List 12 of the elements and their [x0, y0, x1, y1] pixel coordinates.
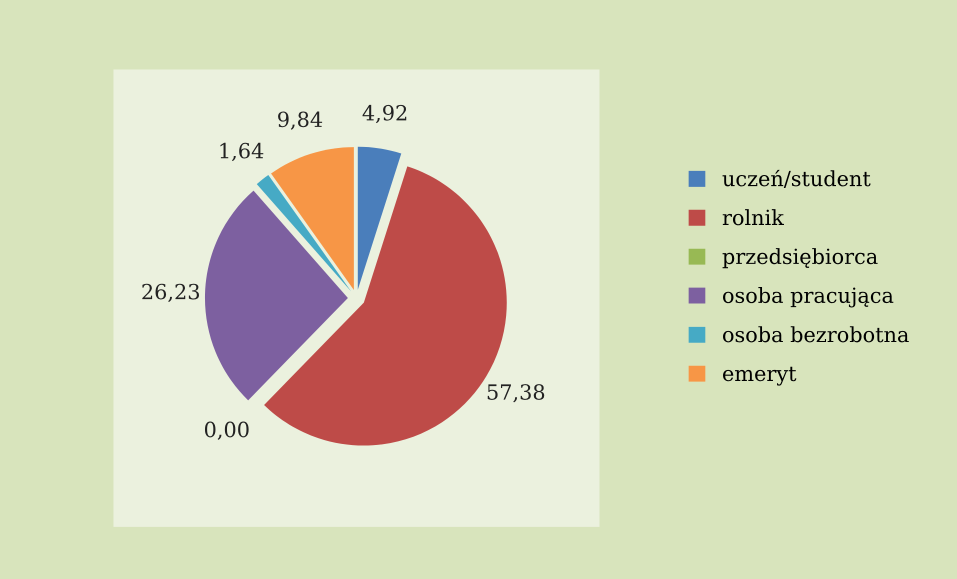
legend-label: osoba pracująca — [723, 287, 894, 308]
legend-label: przedsiębiorca — [722, 248, 878, 268]
data-label: 9,84 — [278, 111, 322, 130]
legend-label: rolnik — [722, 209, 784, 226]
data-label: 26,23 — [142, 284, 199, 302]
data-label: 4,92 — [362, 104, 406, 124]
legend-label: emeryt — [723, 366, 796, 386]
legend-label: uczeń/student — [722, 170, 871, 188]
data-label: 1,64 — [220, 142, 264, 162]
text: 0,00 — [204, 422, 249, 440]
legend-label: osoba bezrobotna — [723, 326, 909, 342]
data-label: 57,38 — [488, 384, 544, 402]
